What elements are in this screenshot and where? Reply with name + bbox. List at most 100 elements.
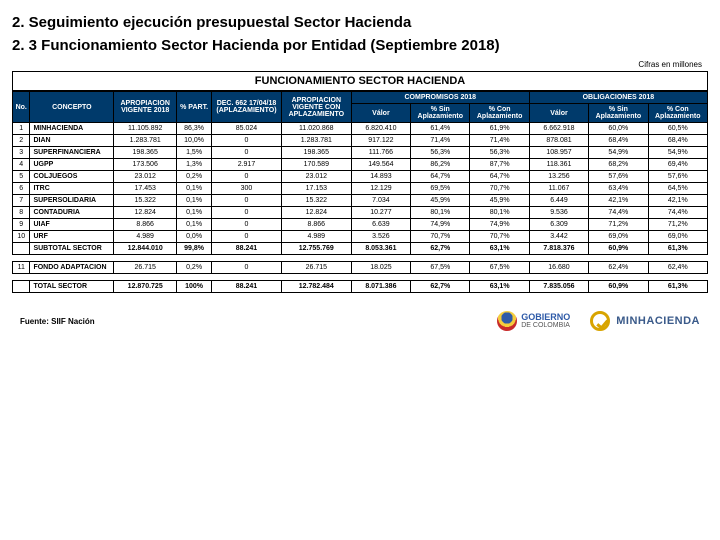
cell-cs: 70,7%: [411, 231, 470, 243]
cell-part: 99,8%: [177, 243, 212, 255]
cell-cc: 70,7%: [470, 231, 529, 243]
cell-ap: 15.322: [114, 195, 177, 207]
th-apvc: APROPIACION VIGENTE CON APLAZAMIENTO: [281, 92, 351, 123]
cell-dec: 85.024: [212, 123, 282, 135]
cell-ov: 7.818.376: [529, 243, 588, 255]
heading-2: 2. 3 Funcionamiento Sector Hacienda por …: [12, 37, 708, 54]
cell-os: 60,9%: [589, 281, 648, 293]
cell-apvc: 12.782.484: [281, 281, 351, 293]
cell-cs: 45,9%: [411, 195, 470, 207]
cell-no: [13, 281, 30, 293]
cell-dec: 0: [212, 195, 282, 207]
table-row: TOTAL SECTOR 12.870.725 100% 88.241 12.7…: [13, 281, 708, 293]
cell-cc: 87,7%: [470, 159, 529, 171]
cell-os: 42,1%: [589, 195, 648, 207]
cell-oc: 61,3%: [648, 281, 707, 293]
th-concepto: CONCEPTO: [30, 92, 114, 123]
cell-ov: 108.957: [529, 147, 588, 159]
table-row: 9 UIAF 8.866 0,1% 0 8.866 6.639 74,9% 74…: [13, 219, 708, 231]
cell-ov: 6.449: [529, 195, 588, 207]
cell-oc: 69,0%: [648, 231, 707, 243]
th-compromisos: COMPROMISOS 2018: [351, 92, 529, 104]
cell-cs: 62,7%: [411, 243, 470, 255]
cell-dec: 0: [212, 171, 282, 183]
cell-dec: 0: [212, 231, 282, 243]
cell-cs: 69,5%: [411, 183, 470, 195]
cell-ov: 3.442: [529, 231, 588, 243]
cell-os: 54,9%: [589, 147, 648, 159]
cell-oc: 62,4%: [648, 262, 707, 274]
cell-part: 100%: [177, 281, 212, 293]
cell-concepto: COLJUEGOS: [30, 171, 114, 183]
cell-concepto: SUPERFINANCIERA: [30, 147, 114, 159]
cell-cv: 3.526: [351, 231, 410, 243]
cell-cv: 917.122: [351, 135, 410, 147]
cell-dec: 300: [212, 183, 282, 195]
cell-no: 6: [13, 183, 30, 195]
cell-ov: 7.835.056: [529, 281, 588, 293]
cell-ov: 11.067: [529, 183, 588, 195]
table-row: 5 COLJUEGOS 23.012 0,2% 0 23.012 14.893 …: [13, 171, 708, 183]
cell-cv: 8.071.386: [351, 281, 410, 293]
cell-apvc: 198.365: [281, 147, 351, 159]
cell-concepto: SUBTOTAL SECTOR: [30, 243, 114, 255]
th-comp-valor: Válor: [351, 104, 410, 123]
cell-dec: 0: [212, 219, 282, 231]
logo-gobierno: GOBIERNO DE COLOMBIA: [497, 311, 570, 331]
cell-cc: 45,9%: [470, 195, 529, 207]
table-row: 1 MINHACIENDA 11.105.892 86,3% 85.024 11…: [13, 123, 708, 135]
logo-minhacienda: MINHACIENDA: [590, 311, 700, 331]
fuente-label: Fuente: SIIF Nación: [20, 317, 95, 326]
cell-apvc: 4.989: [281, 231, 351, 243]
shield-icon: [497, 311, 517, 331]
table-row: 11 FONDO ADAPTACION 26.715 0,2% 0 26.715…: [13, 262, 708, 274]
th-comp-sin: % Sin Aplazamiento: [411, 104, 470, 123]
cell-cs: 62,7%: [411, 281, 470, 293]
cell-ap: 23.012: [114, 171, 177, 183]
th-part: % PART.: [177, 92, 212, 123]
cell-cs: 61,4%: [411, 123, 470, 135]
cell-os: 57,6%: [589, 171, 648, 183]
cell-dec: 88.241: [212, 281, 282, 293]
cell-cc: 63,1%: [470, 281, 529, 293]
cell-concepto: DIAN: [30, 135, 114, 147]
th-dec: DEC. 662 17/04/18 (APLAZAMIENTO): [212, 92, 282, 123]
cell-cc: 70,7%: [470, 183, 529, 195]
min-text: MINHACIENDA: [616, 315, 700, 327]
cell-ov: 16.680: [529, 262, 588, 274]
cell-ov: 6.309: [529, 219, 588, 231]
cell-cc: 61,9%: [470, 123, 529, 135]
th-comp-con: % Con Aplazamiento: [470, 104, 529, 123]
cell-os: 63,4%: [589, 183, 648, 195]
cell-dec: 0: [212, 207, 282, 219]
cell-concepto: UGPP: [30, 159, 114, 171]
cell-dec: 0: [212, 262, 282, 274]
cell-part: 0,2%: [177, 262, 212, 274]
cell-cv: 7.034: [351, 195, 410, 207]
cell-apvc: 170.589: [281, 159, 351, 171]
budget-table: No. CONCEPTO APROPIACION VIGENTE 2018 % …: [12, 91, 708, 293]
table-row: 2 DIAN 1.283.781 10,0% 0 1.283.781 917.1…: [13, 135, 708, 147]
cell-oc: 42,1%: [648, 195, 707, 207]
cell-apvc: 12.824: [281, 207, 351, 219]
cell-cv: 8.053.361: [351, 243, 410, 255]
gob-line1: GOBIERNO: [521, 313, 570, 322]
cell-cc: 64,7%: [470, 171, 529, 183]
table-row: 7 SUPERSOLIDARIA 15.322 0,1% 0 15.322 7.…: [13, 195, 708, 207]
cell-concepto: ITRC: [30, 183, 114, 195]
th-obl-sin: % Sin Aplazamiento: [589, 104, 648, 123]
cell-ap: 1.283.781: [114, 135, 177, 147]
cell-cc: 56,3%: [470, 147, 529, 159]
table-title: FUNCIONAMIENTO SECTOR HACIENDA: [12, 71, 708, 91]
cell-cs: 67,5%: [411, 262, 470, 274]
cell-oc: 61,3%: [648, 243, 707, 255]
check-icon: [590, 311, 610, 331]
table-row: 8 CONTADURIA 12.824 0,1% 0 12.824 10.277…: [13, 207, 708, 219]
cell-cv: 6.820.410: [351, 123, 410, 135]
cell-dec: 88.241: [212, 243, 282, 255]
cell-os: 71,2%: [589, 219, 648, 231]
table-row: 4 UGPP 173.506 1,3% 2.917 170.589 149.56…: [13, 159, 708, 171]
cell-cc: 63,1%: [470, 243, 529, 255]
cell-ap: 198.365: [114, 147, 177, 159]
cell-cs: 80,1%: [411, 207, 470, 219]
